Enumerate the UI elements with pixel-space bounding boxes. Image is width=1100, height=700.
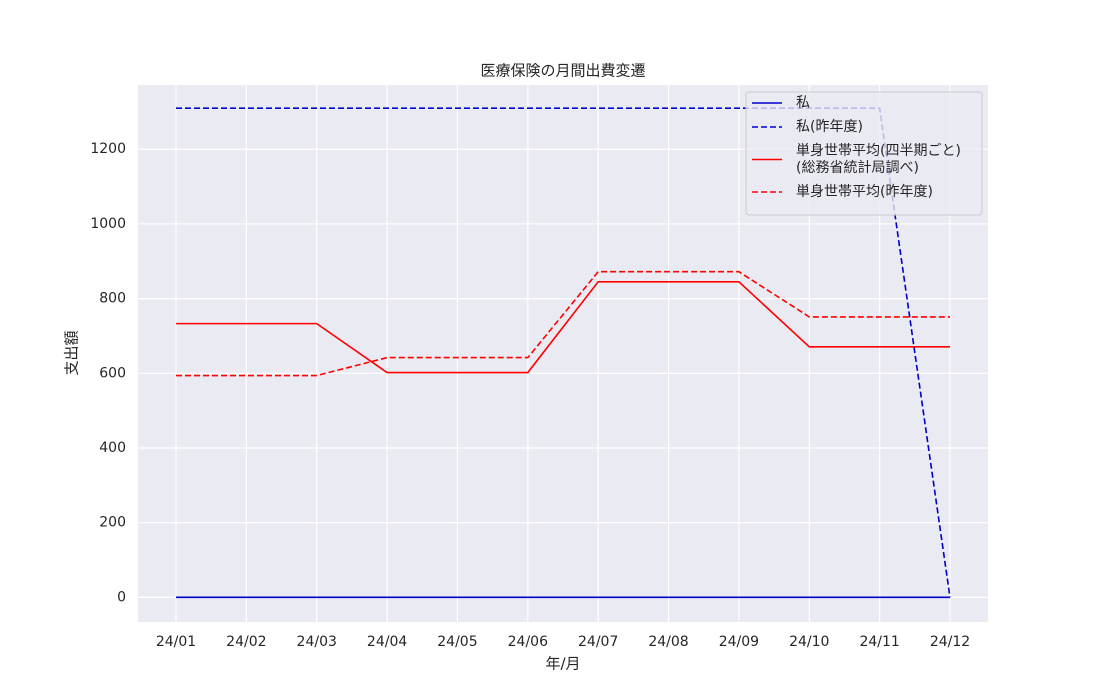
x-tick-label: 24/11 xyxy=(859,634,899,650)
y-tick-label: 400 xyxy=(99,440,126,456)
lines xyxy=(175,107,951,599)
legend-box xyxy=(745,91,983,216)
y-axis-label: 支出額 xyxy=(63,330,81,375)
legend-label: 私 xyxy=(796,95,810,111)
legend-label: 私(昨年度) xyxy=(796,119,863,135)
legend-label: 単身世帯平均(四半期ごと) (総務省統計局調べ) xyxy=(796,143,961,176)
data-line xyxy=(175,281,951,374)
y-tick-label: 200 xyxy=(99,515,126,531)
legend: 私私(昨年度) 単身世帯平均(四半期ごと) (総務省統計局調べ) 単身世帯平均(昨年度… xyxy=(745,91,983,216)
y-tick-label: 0 xyxy=(117,589,126,605)
y-tick-label: 600 xyxy=(99,365,126,381)
x-tick-label: 24/04 xyxy=(367,634,407,650)
chart-title: 医療保険の月間出費変遷 xyxy=(480,62,645,80)
y-tick-label: 1000 xyxy=(90,216,126,232)
x-tick-label: 24/03 xyxy=(297,634,337,650)
x-tick-label: 24/07 xyxy=(578,634,618,650)
legend-label: 単身世帯平均(昨年度) xyxy=(796,184,933,200)
y-tick-label: 1200 xyxy=(90,141,126,157)
x-tick-label: 24/05 xyxy=(437,634,477,650)
x-axis-label: 年/月 xyxy=(545,655,580,673)
x-tick-label: 24/12 xyxy=(930,634,970,650)
x-tick-label: 24/02 xyxy=(226,634,266,650)
data-line xyxy=(175,107,951,598)
x-tick-label: 24/09 xyxy=(719,634,759,650)
grid xyxy=(138,85,988,622)
x-tick-label: 24/01 xyxy=(156,634,196,650)
data-line xyxy=(175,270,951,377)
x-tick-label: 24/08 xyxy=(648,634,688,650)
x-tick-label: 24/10 xyxy=(789,634,829,650)
y-tick-label: 800 xyxy=(99,291,126,307)
x-tick-label: 24/06 xyxy=(508,634,548,650)
